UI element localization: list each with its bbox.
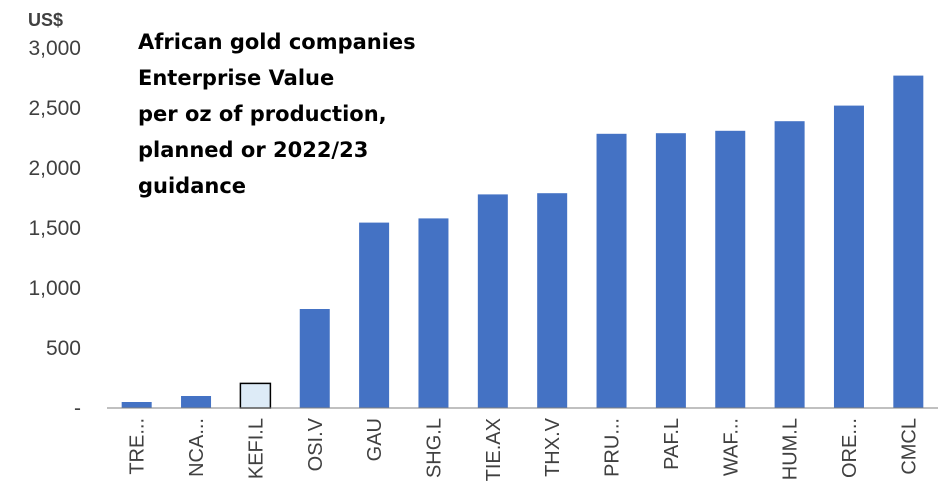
bar bbox=[833, 105, 864, 408]
bar bbox=[121, 402, 152, 408]
bar bbox=[359, 222, 390, 408]
x-tick-label: NCA... bbox=[186, 418, 208, 477]
x-tick-label: HUM.L bbox=[780, 418, 802, 480]
chart-title-line: Enterprise Value bbox=[138, 66, 334, 90]
bar bbox=[239, 382, 272, 409]
chart-title-line: African gold companies bbox=[138, 30, 416, 54]
x-tick-label: PRU... bbox=[602, 418, 624, 477]
chart-title: African gold companies Enterprise Value pe… bbox=[138, 30, 416, 198]
bar bbox=[715, 130, 746, 409]
chart-title-line: planned or 2022/23 bbox=[138, 138, 368, 162]
bar bbox=[181, 396, 212, 408]
y-tick-label: 1,500 bbox=[28, 217, 81, 240]
x-tick-label: TRE... bbox=[127, 418, 149, 475]
bar bbox=[774, 121, 805, 408]
bar bbox=[299, 309, 330, 408]
x-tick-label: OSI.V bbox=[305, 417, 327, 471]
bar bbox=[596, 133, 627, 409]
bar bbox=[418, 218, 449, 408]
x-tick-label: PAF.L bbox=[661, 418, 683, 470]
y-tick-label: 1,000 bbox=[28, 277, 81, 300]
x-tick-label: ORE... bbox=[839, 418, 861, 478]
bars bbox=[121, 75, 924, 409]
bar bbox=[477, 194, 508, 408]
x-tick-label: GAU bbox=[364, 418, 386, 461]
y-tick-label: 500 bbox=[46, 337, 81, 360]
x-tick-label: CMCL bbox=[898, 418, 920, 475]
chart-title-line: per oz of production, bbox=[138, 102, 387, 126]
x-tick-label: THX.V bbox=[542, 417, 564, 477]
y-tick-label: 2,500 bbox=[28, 97, 81, 120]
x-tick-label: KEFI.L bbox=[245, 418, 267, 479]
y-axis-unit-label: US$ bbox=[28, 10, 63, 30]
bar bbox=[893, 75, 924, 408]
bar bbox=[537, 193, 568, 408]
x-tick-label: SHG.L bbox=[423, 418, 445, 478]
y-tick-label: 3,000 bbox=[28, 37, 81, 60]
x-axis-labels: TRE... NCA... KEFI.L OSI.V GAU SHG.L TIE.AX THX… bbox=[127, 417, 921, 481]
bar bbox=[655, 133, 686, 408]
chart-title-line: guidance bbox=[138, 174, 246, 198]
x-tick-label: WAF... bbox=[720, 418, 742, 476]
y-tick-label: 2,000 bbox=[28, 157, 81, 180]
y-tick-label: - bbox=[74, 397, 81, 420]
y-axis-ticks: - 500 1,000 1,500 2,000 2,500 3,000 bbox=[28, 37, 81, 420]
x-tick-label: TIE.AX bbox=[483, 418, 505, 481]
